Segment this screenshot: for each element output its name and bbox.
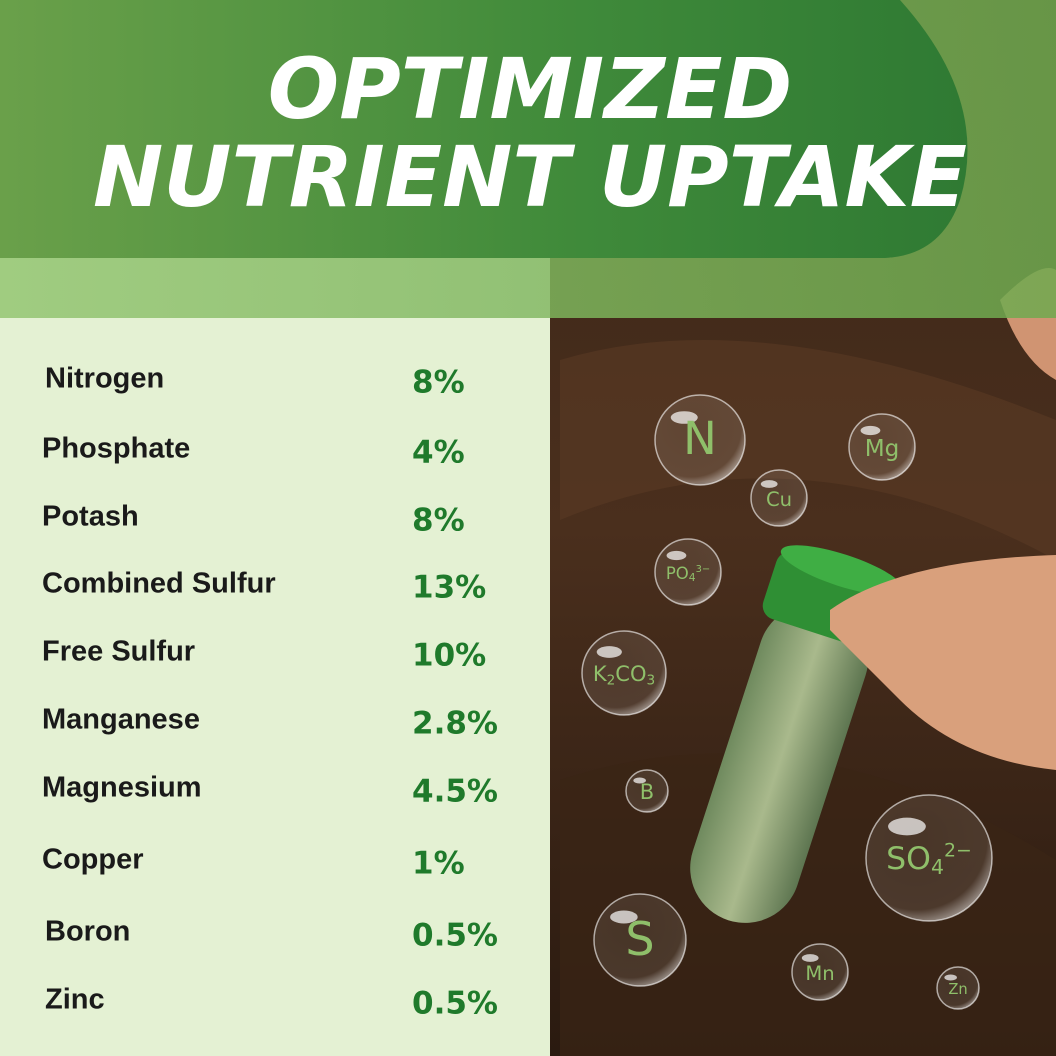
bubble-label-part: CO [615,662,646,686]
nutrient-amount: 13% [412,570,486,606]
nutrient-name: Magnesium [42,772,202,804]
nutrient-amount: 4% [412,435,465,471]
bubble-label: SO42− [886,839,972,879]
bubble-label-part: B [640,780,654,804]
bubble-label: PO43− [666,564,710,585]
bubble-highlight [670,411,698,424]
nutrient-name: Copper [42,844,144,876]
bubble-label-part: 4 [931,855,944,879]
bubble-label: Mg [865,436,900,462]
bubble-label-part: PO [666,564,689,583]
bubble-label: B [640,780,654,804]
nutrient-name: Phosphate [42,433,190,465]
nutrient-name: Nitrogen [45,363,164,395]
bubble-label-part: Mg [865,436,900,462]
bubble-label-part: 2− [944,839,972,861]
nutrient-amount: 4.5% [412,774,498,810]
nutrient-name: Zinc [45,984,105,1016]
bubble-label-part: 3− [696,564,711,575]
bubble-highlight [760,480,778,488]
title-line: NUTRIENT UPTAKE [93,128,967,226]
bubble-label: Mn [805,962,834,985]
nutrient-amount: 0.5% [412,918,498,954]
nutrient-amount: 8% [412,503,465,539]
bubble-label: N [683,412,717,465]
bubble-highlight [596,646,622,658]
title-line: OPTIMIZED [268,40,792,138]
nutrient-amount: 10% [412,638,486,674]
bubble-highlight [610,910,638,924]
banner [0,0,968,258]
bubble-label-part: 2 [607,672,616,688]
bubble-label: K2CO3 [593,662,655,688]
bubble-label-part: K [593,662,608,686]
soil-mound [560,340,1056,560]
bubble-label-part: S [625,912,654,966]
nutrient-list: Nitrogen 8% Phosphate 4% Potash 8% Combined Su… [42,363,498,1022]
bubble-label-part: Mn [805,962,834,985]
bubble-label-part: Zn [948,981,967,998]
bubble-highlight [801,954,819,962]
bubble-label-part: Cu [766,488,792,511]
bubble-highlight [666,550,687,561]
bubble-label-part: 3 [646,672,655,688]
hand [830,555,1056,770]
nutrient-amount: 1% [412,846,465,882]
bubble-label: Cu [766,488,792,511]
nutrient-amount: 2.8% [412,706,498,742]
bubble-label: Zn [948,981,967,998]
nutrient-name: Manganese [42,704,200,736]
nutrient-name: Combined Sulfur [42,568,276,600]
bubble-label-part: SO [886,841,931,877]
nutrient-name: Free Sulfur [42,636,195,668]
nutrient-amount: 8% [412,365,465,401]
bubble-label: S [625,912,654,966]
bubble-highlight [944,974,957,981]
bubble-highlight [860,425,881,436]
bubble-highlight [633,777,646,784]
nutrient-name: Boron [45,916,130,948]
nutrient-amount: 0.5% [412,986,498,1022]
nutrient-name: Potash [42,501,139,533]
bubble-label-part: 4 [689,571,696,584]
bubble-highlight [888,817,926,836]
nutrient-panel [0,318,550,1056]
bubble-label-part: N [683,412,717,465]
